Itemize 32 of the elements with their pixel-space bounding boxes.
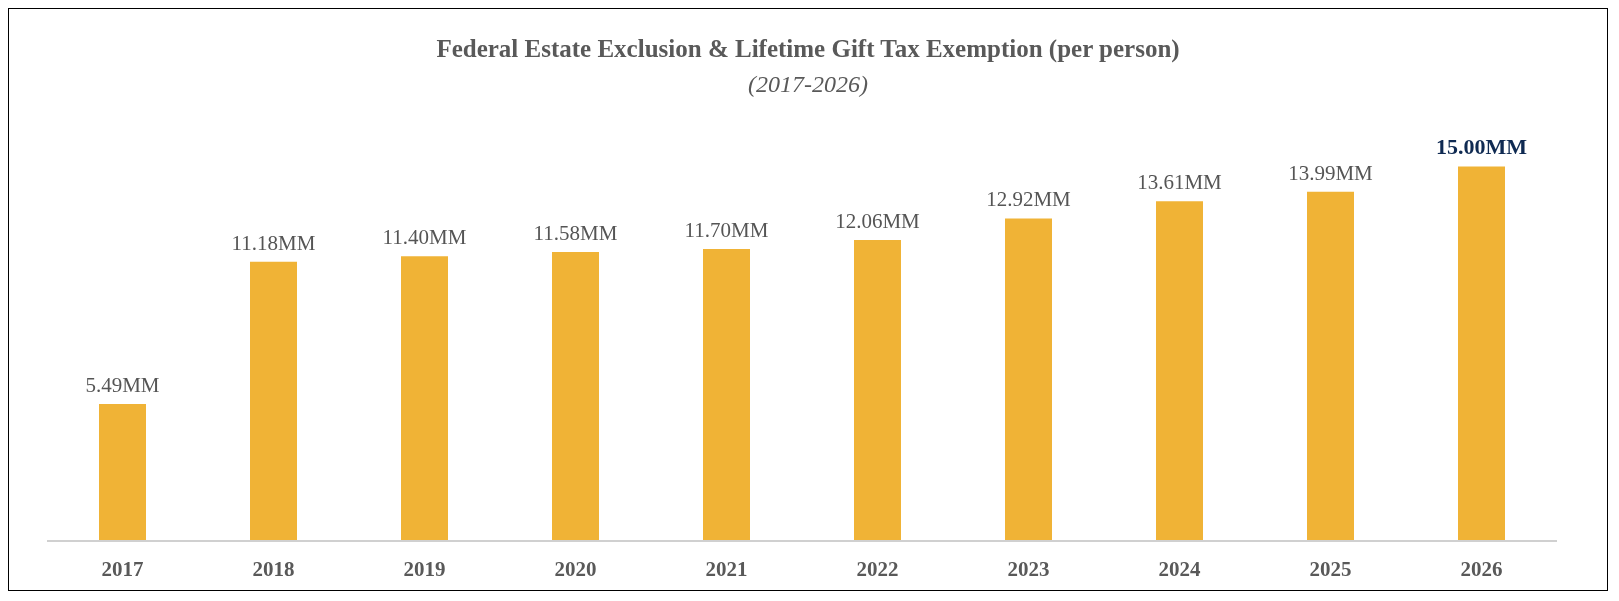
data-label: 13.99MM <box>1288 160 1374 185</box>
data-label: 11.70MM <box>684 217 769 242</box>
data-label: 12.92MM <box>986 187 1072 212</box>
data-label: 5.49MM <box>85 372 160 397</box>
x-tick-label: 2021 <box>705 556 748 581</box>
bar <box>401 256 448 541</box>
x-tick-label: 2017 <box>101 556 144 581</box>
bar <box>854 239 901 541</box>
bar <box>250 261 297 541</box>
bar <box>1458 166 1505 541</box>
x-tick-label: 2024 <box>1158 556 1201 581</box>
data-label: 11.58MM <box>533 220 618 245</box>
x-tick-label: 2022 <box>856 556 899 581</box>
chart-subtitle: (2017-2026) <box>747 71 869 98</box>
x-tick-label: 2023 <box>1007 556 1050 581</box>
data-label: 12.06MM <box>835 208 921 233</box>
x-tick-label: 2018 <box>252 556 295 581</box>
bar <box>1156 201 1203 541</box>
bar <box>552 251 599 541</box>
bar <box>99 403 146 541</box>
x-tick-label: 2025 <box>1309 556 1352 581</box>
x-tick-label: 2019 <box>403 556 446 581</box>
data-label: 11.40MM <box>382 225 467 250</box>
bar <box>1005 218 1052 541</box>
data-label: 13.61MM <box>1137 170 1223 195</box>
bar <box>1307 191 1354 541</box>
data-label: 11.18MM <box>231 230 316 255</box>
x-tick-label: 2020 <box>554 556 597 581</box>
x-tick-label: 2026 <box>1460 556 1503 581</box>
bar <box>703 248 750 541</box>
chart-title: Federal Estate Exclusion & Lifetime Gift Tax Exemption (per person) <box>435 35 1181 63</box>
data-label: 15.00MM <box>1435 134 1528 160</box>
